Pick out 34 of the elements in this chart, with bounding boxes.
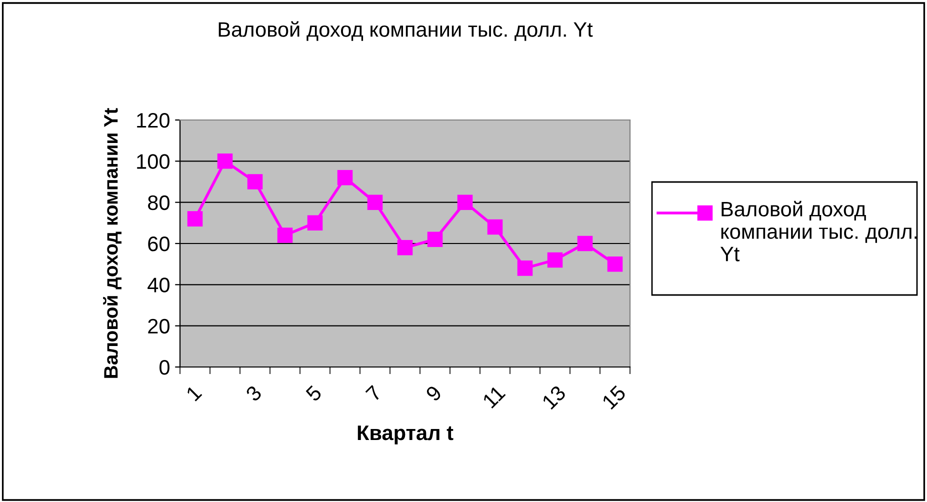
x-tick-label: 11 (482, 384, 506, 409)
y-tick-label: 40 (148, 278, 170, 292)
chart-title: Валовой доход компании тыс. долл. Yt (218, 21, 593, 41)
point (247, 174, 263, 190)
point (187, 211, 203, 226)
y-tick-label: 20 (148, 318, 170, 334)
x-tick-label: 3 (244, 384, 262, 402)
y-tick-label: 120 (137, 113, 170, 128)
point (547, 252, 563, 268)
point (427, 232, 443, 248)
y-tick-label: 0 (160, 360, 170, 375)
point (337, 170, 353, 186)
y-tick-label: 80 (148, 195, 170, 210)
point (517, 260, 533, 276)
point (577, 236, 593, 252)
point (607, 256, 623, 272)
x-tick-label: 13 (541, 384, 566, 410)
x-tick-label: 15 (602, 384, 627, 410)
y-tick-label: 100 (137, 154, 170, 169)
x-tick-label: 7 (365, 384, 382, 402)
x-tick-label: 5 (305, 384, 322, 402)
point (277, 228, 293, 243)
x-axis-title: Квартал t (358, 426, 454, 444)
x-tick-label: 9 (425, 384, 442, 402)
point (487, 219, 503, 235)
legend-label: Валовой доход компании тыс. долл. Yt (720, 200, 917, 262)
y-axis-title: Валовой доход компании Yt (103, 108, 122, 378)
point (367, 194, 383, 210)
point (397, 240, 413, 256)
point (307, 215, 323, 231)
point (217, 154, 233, 169)
point (457, 194, 473, 210)
x-tick-label: 1 (186, 384, 202, 402)
y-tick-label: 60 (148, 236, 170, 252)
